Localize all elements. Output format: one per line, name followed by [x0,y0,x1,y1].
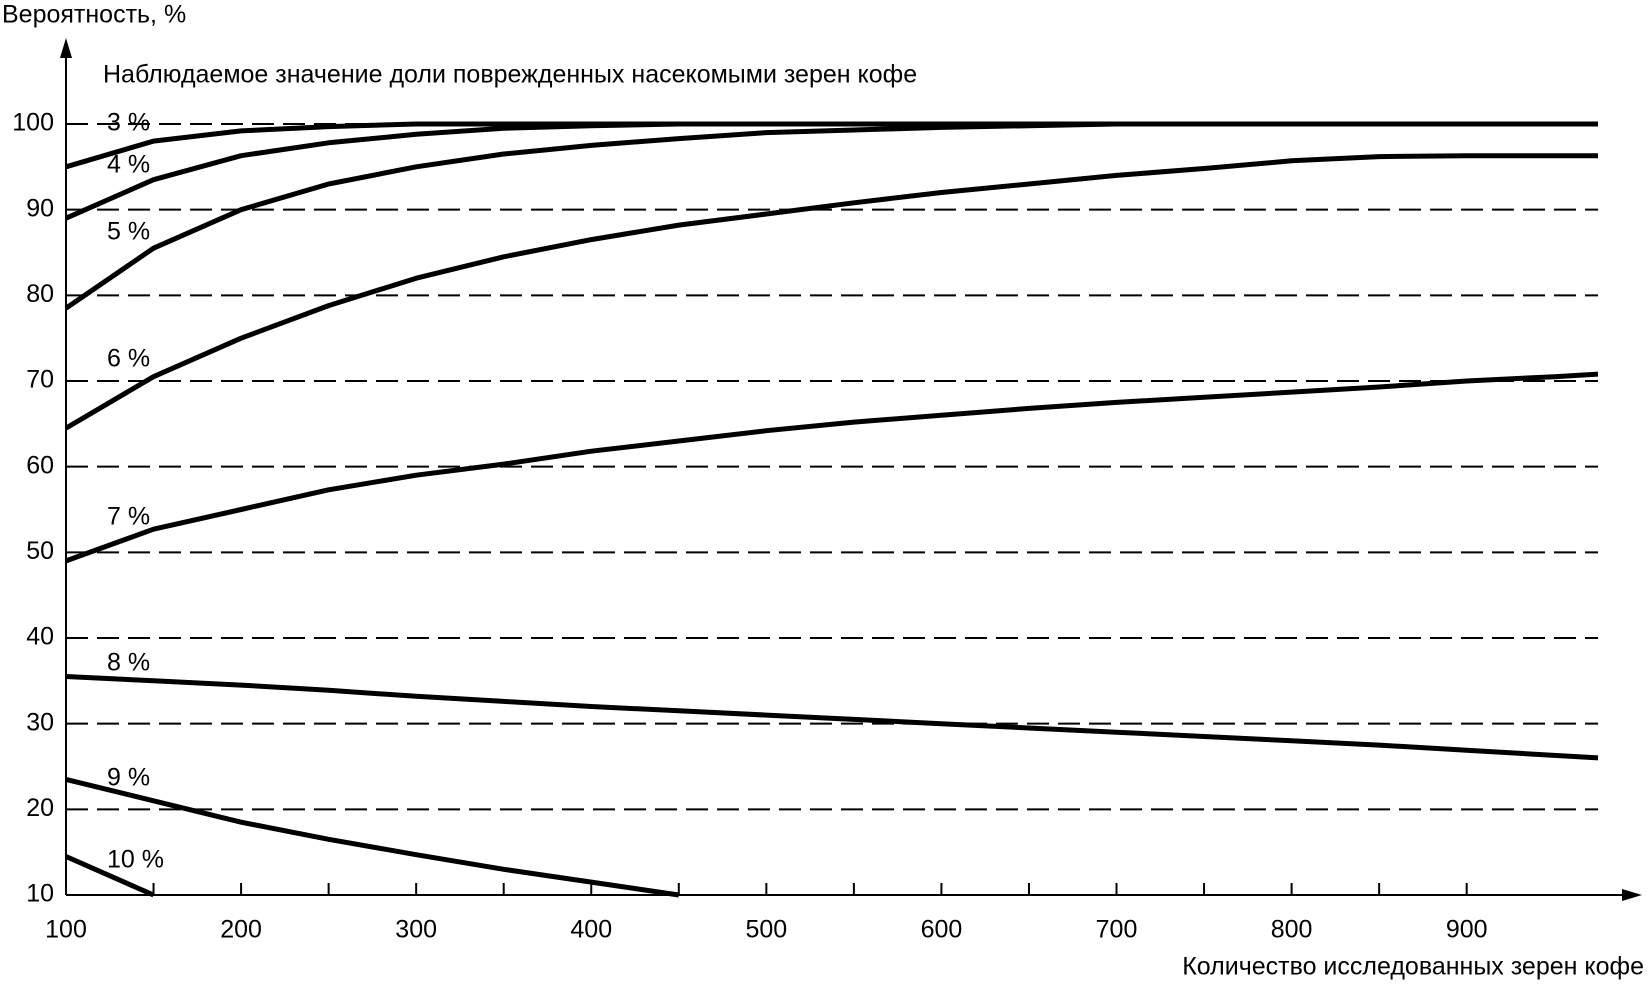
series-line [64,121,1598,311]
series-line [64,153,1598,431]
chart-title: Наблюдаемое значение доли поврежденных н… [103,61,917,89]
y-tick-label: 80 [26,280,54,308]
x-tick-label: 500 [745,916,787,944]
x-axis-arrow [1622,889,1642,901]
x-tick-label: 900 [1446,916,1488,944]
y-tick-label: 60 [26,451,54,479]
series-line [65,776,680,898]
series-label: 5 % [107,218,150,246]
x-axis-label: Количество исследованных зерен кофе [1182,953,1644,981]
series-label: 7 % [107,503,150,531]
y-tick-label: 50 [26,537,54,565]
y-tick-label: 90 [26,194,54,222]
series-line [65,371,1599,564]
y-tick-label: 40 [26,623,54,651]
y-axis-label: Вероятность, % [2,1,186,29]
series-label: 6 % [107,345,150,373]
y-tick-label: 100 [12,109,54,137]
series-label: 4 % [107,151,150,179]
series-label: 9 % [107,764,150,792]
y-tick-label: 20 [26,794,54,822]
series-label: 10 % [107,846,164,874]
x-tick-label: 200 [220,916,262,944]
series-line [64,854,155,898]
x-tick-label: 400 [570,916,612,944]
y-axis-arrow [60,38,72,58]
y-tick-label: 30 [26,708,54,736]
y-tick-label: 70 [26,366,54,394]
series-label: 8 % [107,649,150,677]
x-tick-label: 700 [1096,916,1138,944]
x-tick-label: 300 [395,916,437,944]
x-tick-label: 600 [921,916,963,944]
series-line [65,674,1599,761]
y-tick-label: 10 [26,880,54,908]
x-tick-label: 800 [1271,916,1313,944]
series-label: 3 % [107,109,150,137]
x-tick-label: 100 [45,916,87,944]
